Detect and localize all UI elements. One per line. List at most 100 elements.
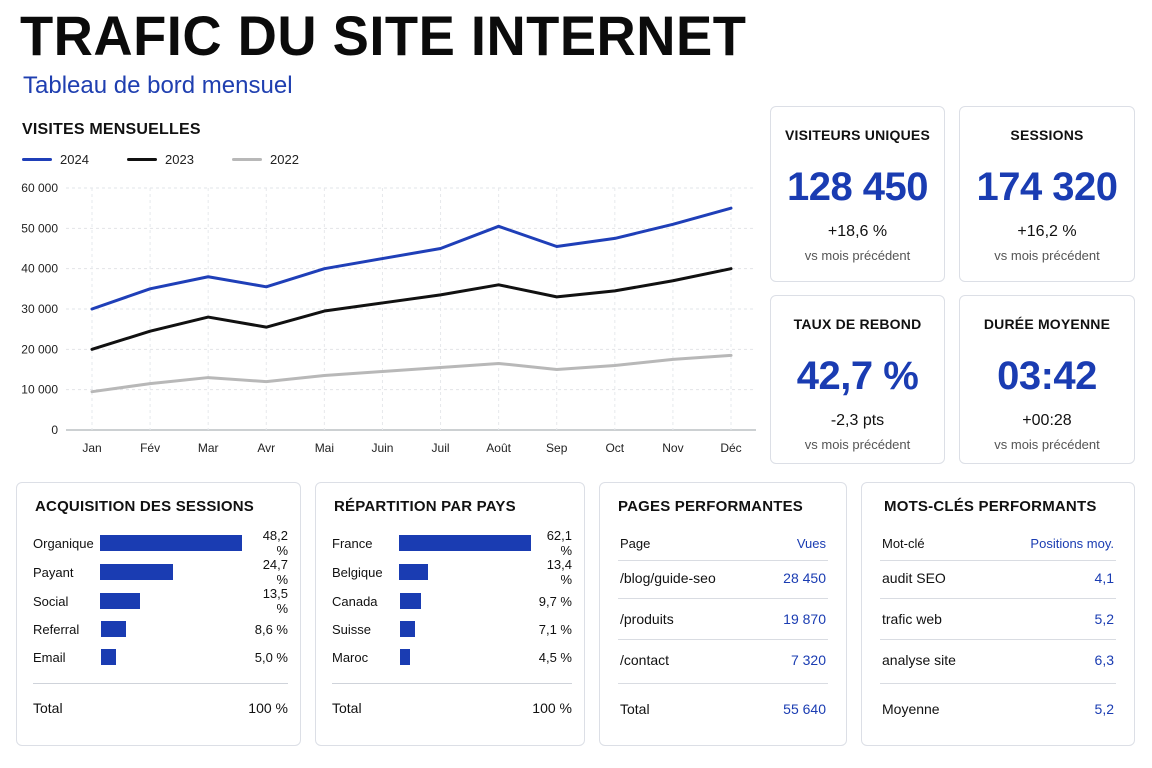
bar-percent: 62,1 % xyxy=(546,528,572,558)
panel-title: ACQUISITION DES SESSIONS xyxy=(35,498,255,515)
kpi-card-avg-duration: DURÉE MOYENNE 03:42 +00:28 vs mois précé… xyxy=(959,295,1135,464)
x-tick-label: Fév xyxy=(140,441,160,455)
table-row: /contact 7 320 xyxy=(620,652,826,668)
legend-swatch-2023 xyxy=(127,158,157,161)
bar-percent: 8,6 % xyxy=(254,621,288,637)
bar-fill xyxy=(400,593,421,609)
bar-row: France 62,1 % xyxy=(332,528,572,558)
bar-track xyxy=(100,593,248,609)
legend-item-2023: 2023 xyxy=(127,152,232,167)
x-tick-label: Nov xyxy=(662,441,683,455)
x-tick-label: Juil xyxy=(432,441,450,455)
y-tick-label: 50 000 xyxy=(21,221,58,235)
keyword-position: 6,3 xyxy=(1094,652,1114,668)
kpi-delta: +18,6 % xyxy=(827,223,888,240)
series-line-2022 xyxy=(90,353,733,394)
kpi-note: vs mois précédent xyxy=(994,248,1100,263)
bar-row: Canada 9,7 % xyxy=(332,589,572,613)
keyword: analyse site xyxy=(882,652,956,668)
bar-row: Belgique 13,4 % xyxy=(332,557,572,587)
divider xyxy=(332,683,572,684)
legend-item-2024: 2024 xyxy=(22,152,127,167)
x-tick-label: Avr xyxy=(257,441,275,455)
chart-title: VISITES MENSUELLES xyxy=(22,121,201,138)
bar-fill xyxy=(100,593,140,609)
bar-label: Canada xyxy=(332,593,378,609)
total-value: 55 640 xyxy=(783,701,826,717)
bar-percent: 9,7 % xyxy=(538,593,572,609)
kpi-label: VISITEURS UNIQUES xyxy=(785,127,930,143)
x-tick-label: Jan xyxy=(82,441,101,455)
bar-track xyxy=(400,649,535,665)
bar-percent: 5,0 % xyxy=(254,649,288,665)
kpi-label: TAUX DE REBOND xyxy=(793,316,922,332)
x-tick-label: Mar xyxy=(198,441,219,455)
top-pages-panel: PAGES PERFORMANTES Page Vues /blog/guide… xyxy=(599,482,847,746)
row-divider xyxy=(618,560,828,561)
row-divider xyxy=(880,598,1116,599)
bar-fill xyxy=(399,535,532,551)
kpi-value: 174 320 xyxy=(976,165,1118,209)
keyword-position: 4,1 xyxy=(1094,570,1114,586)
column-header-views: Vues xyxy=(796,536,826,551)
kpi-delta: +00:28 xyxy=(1022,412,1072,429)
bar-label: Belgique xyxy=(332,564,383,580)
total-row: Total 100 % xyxy=(33,700,288,716)
table-header: Page Vues xyxy=(620,536,826,551)
kpi-label: SESSIONS xyxy=(1010,127,1084,143)
page-subtitle: Tableau de bord mensuel xyxy=(23,72,293,99)
y-tick-label: 60 000 xyxy=(21,181,58,195)
row-divider xyxy=(618,683,828,684)
row-divider xyxy=(880,560,1116,561)
row-divider xyxy=(618,639,828,640)
keyword: audit SEO xyxy=(882,570,946,586)
table-row: /produits 19 870 xyxy=(620,611,826,627)
bar-label: France xyxy=(332,535,373,551)
x-tick-label: Mai xyxy=(315,441,334,455)
kpi-label: DURÉE MOYENNE xyxy=(983,316,1111,332)
kpi-card-bounce-rate: TAUX DE REBOND 42,7 % -2,3 pts vs mois p… xyxy=(770,295,945,464)
bar-track xyxy=(399,535,532,551)
legend-swatch-2022 xyxy=(232,158,262,161)
country-breakdown-panel: RÉPARTITION PAR PAYS France 62,1 % Belgi… xyxy=(315,482,585,746)
total-label: Total xyxy=(33,700,63,716)
bar-row: Payant 24,7 % xyxy=(33,557,288,587)
total-value: 100 % xyxy=(532,700,572,716)
row-divider xyxy=(618,598,828,599)
legend-label-2022: 2022 xyxy=(270,152,299,167)
bar-row: Referral 8,6 % xyxy=(33,617,288,641)
series-line-2024 xyxy=(90,206,733,311)
y-tick-label: 30 000 xyxy=(21,302,58,316)
panel-title: MOTS-CLÉS PERFORMANTS xyxy=(884,498,1097,515)
panel-title: PAGES PERFORMANTES xyxy=(618,498,804,515)
bar-track xyxy=(399,564,532,580)
kpi-card-unique-visitors: VISITEURS UNIQUES 128 450 +18,6 % vs moi… xyxy=(770,106,945,282)
acquisition-panel: ACQUISITION DES SESSIONS Organique 48,2 … xyxy=(16,482,301,746)
bar-label: Referral xyxy=(33,621,80,637)
page-views: 7 320 xyxy=(790,652,826,668)
column-header-keyword: Mot-clé xyxy=(882,536,925,551)
bar-label: Payant xyxy=(33,564,74,580)
bar-fill xyxy=(101,649,116,665)
row-divider xyxy=(880,639,1116,640)
table-row: /blog/guide-seo 28 450 xyxy=(620,570,826,586)
bar-percent: 7,1 % xyxy=(538,621,572,637)
bar-fill xyxy=(400,649,410,665)
kpi-value: 128 450 xyxy=(786,165,929,209)
total-row: Total 55 640 xyxy=(620,701,826,717)
y-tick-label: 20 000 xyxy=(21,342,58,356)
bar-row: Suisse 7,1 % xyxy=(332,617,572,641)
total-label: Total xyxy=(332,700,362,716)
bar-percent: 48,2 % xyxy=(262,528,288,558)
y-tick-label: 0 xyxy=(51,423,58,437)
table-row: trafic web 5,2 xyxy=(882,611,1114,627)
table-header: Mot-clé Positions moy. xyxy=(882,536,1114,551)
bar-track xyxy=(101,621,251,637)
series-line-2023 xyxy=(90,267,733,351)
bar-row: Email 5,0 % xyxy=(33,645,288,669)
bar-fill xyxy=(100,535,243,551)
total-value: 100 % xyxy=(248,700,288,716)
bar-track xyxy=(400,621,535,637)
bar-row: Social 13,5 % xyxy=(33,586,288,616)
monthly-visits-chart: VISITES MENSUELLES 2024 2023 2022 60 000… xyxy=(16,114,756,464)
